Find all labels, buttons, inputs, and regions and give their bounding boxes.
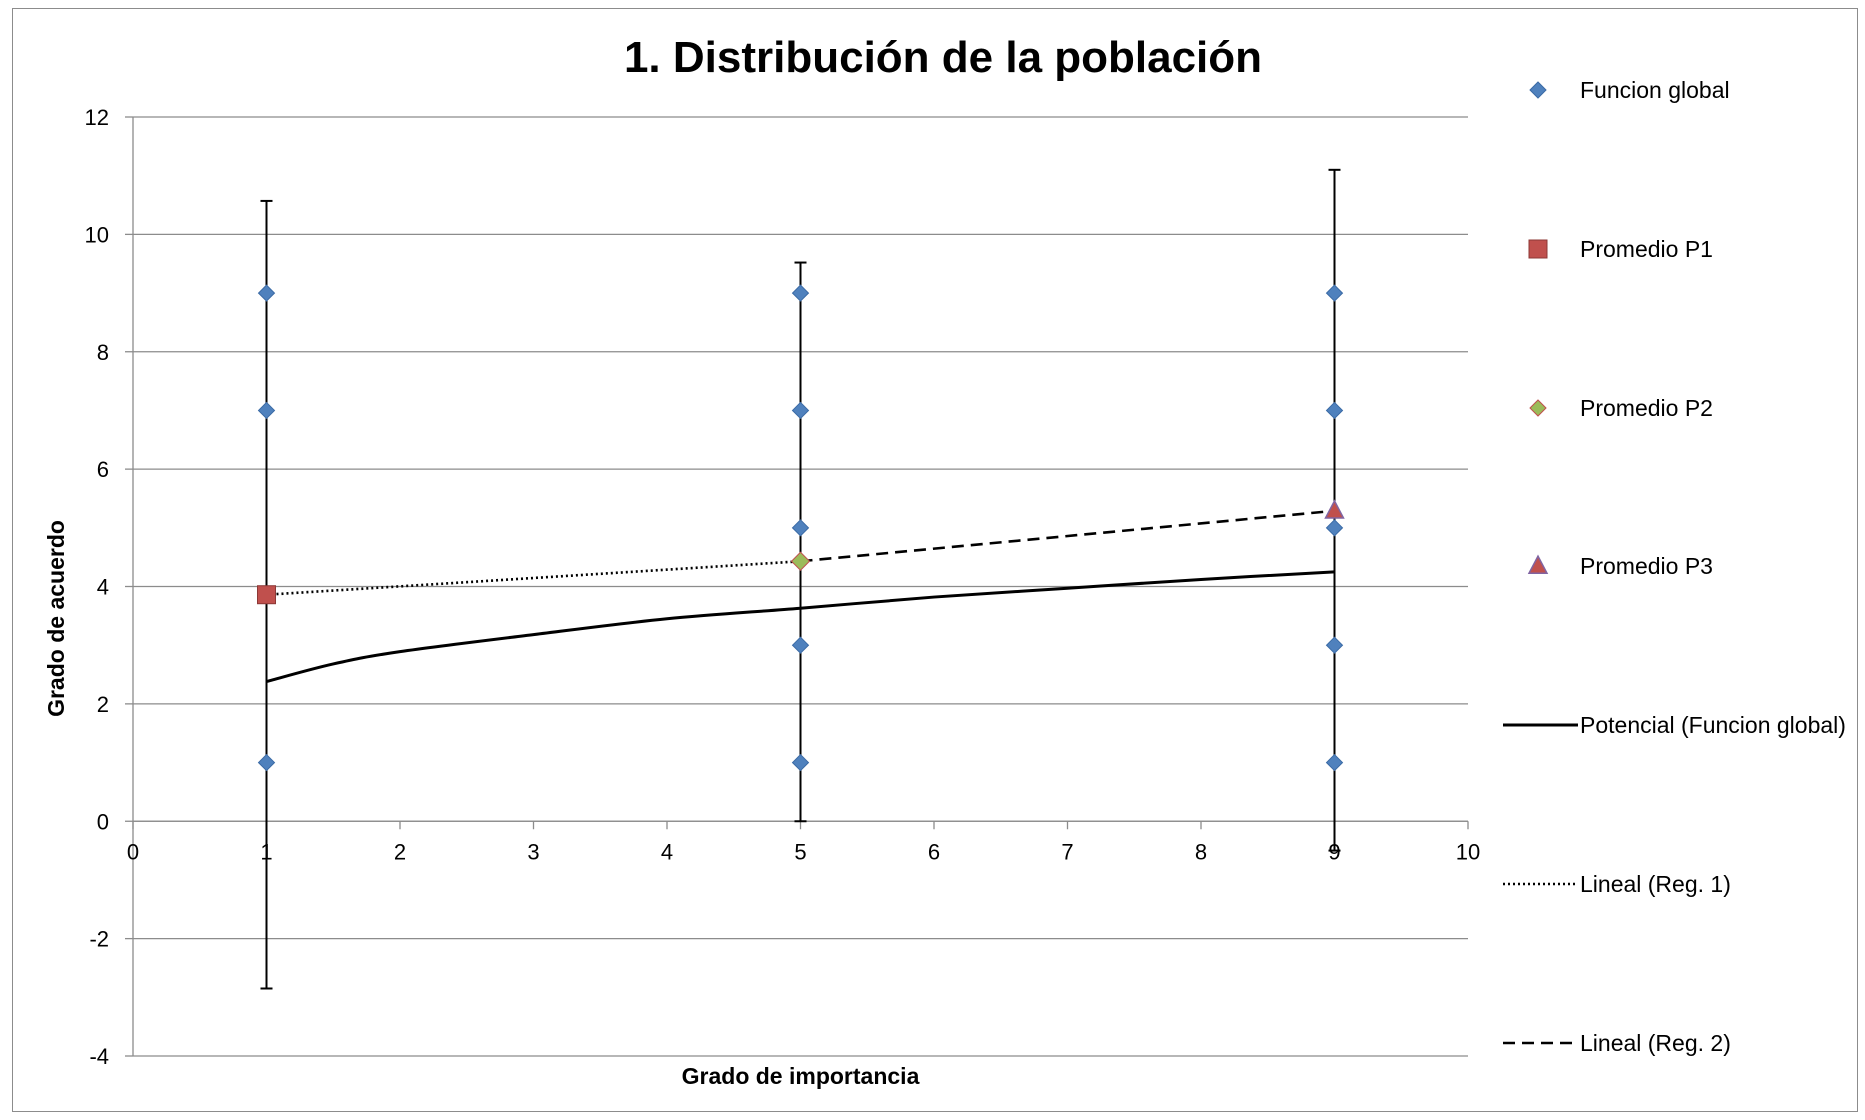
point-funcion-global (791, 753, 810, 772)
legend-marker (1529, 81, 1547, 99)
chart-title: 1. Distribución de la población (624, 33, 1262, 82)
y-tick-label: 10 (85, 222, 109, 247)
legend-label: Promedio P1 (1580, 236, 1713, 262)
y-tick-label: -4 (89, 1044, 109, 1069)
x-tick-label: 9 (1328, 839, 1340, 864)
x-axis-title: Grado de importancia (682, 1063, 920, 1089)
point-funcion-global (1325, 753, 1344, 772)
y-axis-title: Grado de acuerdo (43, 520, 69, 717)
legend-label: Promedio P2 (1580, 395, 1713, 421)
chart-frame (12, 8, 1858, 1112)
legend-label: Promedio P3 (1580, 553, 1713, 579)
point-funcion-global (791, 401, 810, 420)
x-tick-label: 8 (1195, 839, 1207, 864)
x-tick-label: 6 (928, 839, 940, 864)
point-funcion-global (791, 519, 810, 537)
x-tick-label: 10 (1456, 839, 1480, 864)
point-funcion-global (257, 284, 276, 302)
x-tick-label: 7 (1061, 839, 1073, 864)
point-promedio-p2 (790, 551, 811, 571)
x-tick-label: 2 (394, 839, 406, 864)
legend-marker (1529, 399, 1547, 417)
trendline-dotted (266, 559, 801, 597)
point-funcion-global (791, 636, 810, 654)
y-tick-label: 6 (97, 457, 109, 482)
legend-label: Funcion global (1580, 77, 1730, 103)
point-funcion-global (1325, 636, 1344, 654)
point-promedio-p3 (1324, 499, 1345, 519)
x-tick-label: 3 (527, 839, 539, 864)
legend-label: Lineal (Reg. 1) (1580, 871, 1731, 897)
point-funcion-global (257, 753, 276, 772)
legend-label: Lineal (Reg. 2) (1580, 1030, 1731, 1056)
y-tick-label: 0 (97, 809, 109, 834)
legend-marker (1527, 554, 1549, 574)
y-tick-label: -2 (89, 927, 109, 952)
x-tick-label: 0 (127, 839, 139, 864)
point-promedio-p1 (257, 585, 276, 605)
legend-label: Potencial (Funcion global) (1580, 712, 1846, 738)
trendline-solid (266, 570, 1335, 684)
legend-marker (1528, 239, 1548, 259)
x-tick-label: 4 (661, 839, 673, 864)
y-tick-label: 2 (97, 692, 109, 717)
point-funcion-global (257, 401, 276, 420)
point-funcion-global (1325, 519, 1344, 537)
y-tick-label: 12 (85, 105, 109, 130)
trendline-dashed (800, 509, 1335, 563)
y-tick-label: 8 (97, 340, 109, 365)
point-funcion-global (1325, 401, 1344, 420)
point-funcion-global (791, 284, 810, 302)
y-tick-label: 4 (97, 575, 109, 600)
x-tick-label: 5 (794, 839, 806, 864)
point-funcion-global (1325, 284, 1344, 302)
